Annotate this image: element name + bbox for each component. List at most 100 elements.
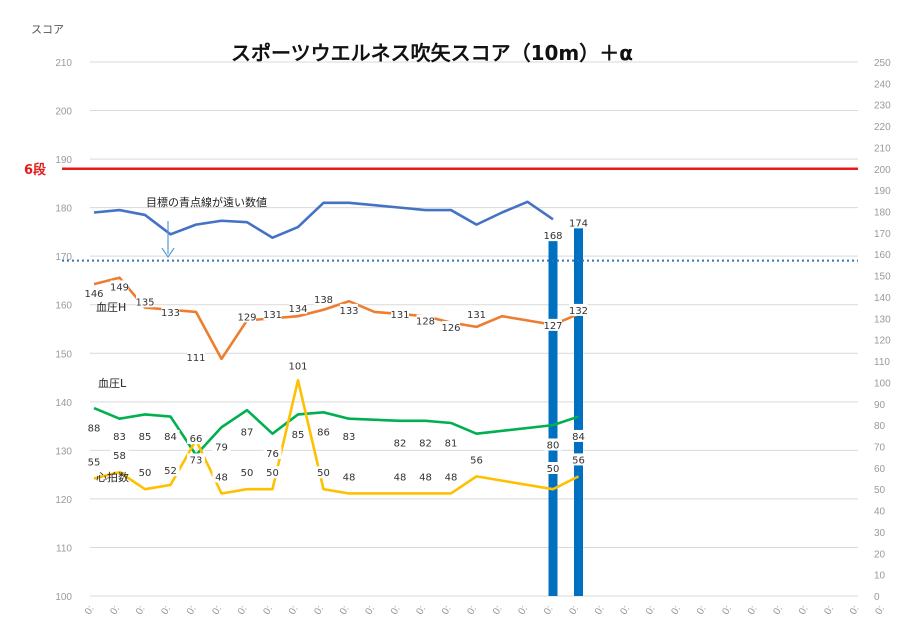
x-tick-label: 0:: [440, 604, 454, 617]
y-tick-label: 200: [55, 107, 72, 118]
y-tick-label: 100: [55, 592, 72, 603]
data-label: 52: [164, 466, 177, 477]
data-label: 126: [441, 323, 460, 334]
data-label-bg: [442, 321, 460, 333]
x-tick-label: 0:: [873, 604, 887, 617]
y2-tick-label: 210: [874, 143, 891, 154]
data-label: 174: [569, 218, 588, 229]
data-label: 56: [470, 455, 483, 466]
data-label-bg: [136, 429, 154, 442]
data-label-bg: [391, 308, 409, 321]
data-label: 80: [547, 440, 560, 451]
data-label-bg: [544, 318, 562, 331]
data-label: 101: [288, 361, 307, 372]
data-label: 73: [190, 455, 203, 466]
y2-tick-label: 130: [874, 314, 891, 325]
x-tick-label: 0:: [644, 604, 658, 617]
data-label: 50: [241, 468, 254, 479]
data-label: 50: [317, 468, 330, 479]
x-tick-label: 0:: [465, 604, 479, 617]
data-label: 87: [241, 428, 254, 439]
x-tick-label: 0:: [771, 604, 785, 617]
data-label-bg: [263, 308, 282, 321]
data-label: 168: [543, 231, 562, 242]
axis-ticks: 100 110 120 130 140 150 160 170 180 190 200 210 0 10 2…: [55, 58, 891, 617]
data-label-bg: [569, 453, 588, 466]
data-label-bg: [544, 461, 562, 474]
y2-tick-label: 160: [874, 250, 891, 261]
data-label-bg: [238, 466, 256, 479]
annotation-text: 血圧L: [98, 376, 127, 390]
x-tick-label: 0:: [695, 604, 709, 617]
data-label: 146: [84, 289, 103, 300]
x-tick-label: 0:: [746, 604, 760, 617]
x-tick-label: 0:: [669, 604, 683, 617]
y2-tick-label: 50: [874, 485, 886, 496]
y2-tick-label: 80: [874, 421, 886, 432]
data-label: 48: [343, 473, 356, 484]
data-label: 48: [419, 473, 432, 484]
y-tick-label: 120: [55, 495, 72, 506]
data-label-bg: [289, 427, 307, 440]
data-label-bg: [314, 425, 333, 438]
y2-tick-label: 250: [874, 58, 891, 69]
data-label: 48: [215, 473, 228, 484]
series-line: [93, 200, 554, 240]
data-label-bg: [136, 295, 154, 308]
data-label: 133: [339, 306, 358, 317]
data-label-bg: [161, 429, 180, 442]
data-label-bg: [544, 438, 562, 451]
data-label: 138: [314, 295, 333, 306]
x-tick-label: 0:: [261, 604, 275, 617]
data-label: 58: [113, 451, 126, 462]
data-label-bg: [110, 449, 129, 462]
data-label-bg: [85, 286, 103, 299]
x-tick-label: 0:: [363, 604, 377, 617]
data-label-bg: [314, 293, 333, 306]
data-label-bg: [187, 432, 205, 445]
line-series: [93, 200, 580, 495]
y-tick-label: 190: [55, 155, 72, 166]
reference-lines: 6段: [24, 162, 858, 262]
x-tick-label: 0:: [822, 604, 836, 617]
data-label: 131: [390, 310, 409, 321]
y2-tick-label: 220: [874, 122, 891, 133]
bar: [548, 237, 558, 597]
y2-tick-label: 140: [874, 293, 891, 304]
x-tick-label: 0:: [848, 604, 862, 617]
y2-tick-label: 10: [874, 571, 886, 582]
data-label: 83: [113, 432, 126, 443]
data-label: 50: [139, 468, 152, 479]
annotation-text: 目標の青点線が遠い数値: [146, 195, 267, 209]
x-tick-label: 0:: [338, 604, 352, 617]
data-label-bg: [187, 350, 205, 363]
chart-title: スポーツウエルネス吹矢スコア（10m）＋α: [231, 41, 633, 65]
data-label-bg: [238, 310, 256, 323]
x-tick-label: 0:: [542, 604, 556, 617]
x-tick-label: 0:: [797, 604, 811, 617]
y-tick-label: 180: [55, 204, 72, 215]
reference-line-label: 6段: [24, 162, 46, 178]
data-label-bg: [110, 429, 129, 442]
data-label: 76: [266, 449, 279, 460]
y2-tick-label: 240: [874, 79, 891, 90]
data-label-bg: [161, 306, 180, 319]
x-tick-label: 0:: [618, 604, 632, 617]
data-label-bg: [161, 464, 180, 477]
x-tick-label: 0:: [159, 604, 173, 617]
y-tick-label: 210: [55, 58, 72, 69]
annotation-text: 心拍数: [96, 470, 129, 484]
data-label: 88: [88, 423, 101, 434]
y2-tick-label: 200: [874, 165, 891, 176]
y2-tick-label: 30: [874, 528, 886, 539]
x-tick-label: 0:: [185, 604, 199, 617]
x-tick-label: 0:: [389, 604, 403, 617]
y2-tick-label: 120: [874, 336, 891, 347]
data-label: 81: [445, 438, 458, 449]
data-label-bg: [569, 303, 588, 316]
annotation-arrow-head: [161, 247, 175, 259]
data-label: 50: [547, 464, 560, 475]
x-tick-label: 0:: [287, 604, 301, 617]
